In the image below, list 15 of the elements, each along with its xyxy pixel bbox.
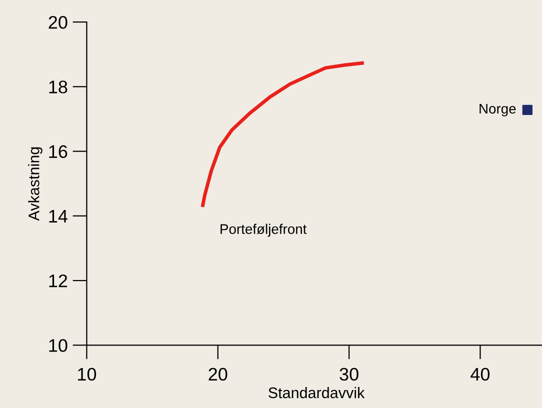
x-tick-label: 40 <box>470 368 490 381</box>
y-axis-title: Avkastning <box>28 147 42 221</box>
x-tick-label: 30 <box>340 368 358 381</box>
y-tick-label: 10 <box>49 339 68 352</box>
y-tick-label: 12 <box>49 274 68 288</box>
line-series <box>201 61 364 207</box>
x-axis-title: Standardavvik <box>268 387 365 398</box>
series-label: Porteføljefront <box>220 224 307 237</box>
y-tick-label: 18 <box>49 80 68 94</box>
y-tick-label: 14 <box>49 210 68 222</box>
y-tick-label: 20 <box>48 16 68 29</box>
x-tick-label: 10 <box>78 368 96 381</box>
y-tick-label: 16 <box>49 145 68 158</box>
series-label: Norge <box>480 104 516 116</box>
x-tick-label: 20 <box>208 368 228 381</box>
